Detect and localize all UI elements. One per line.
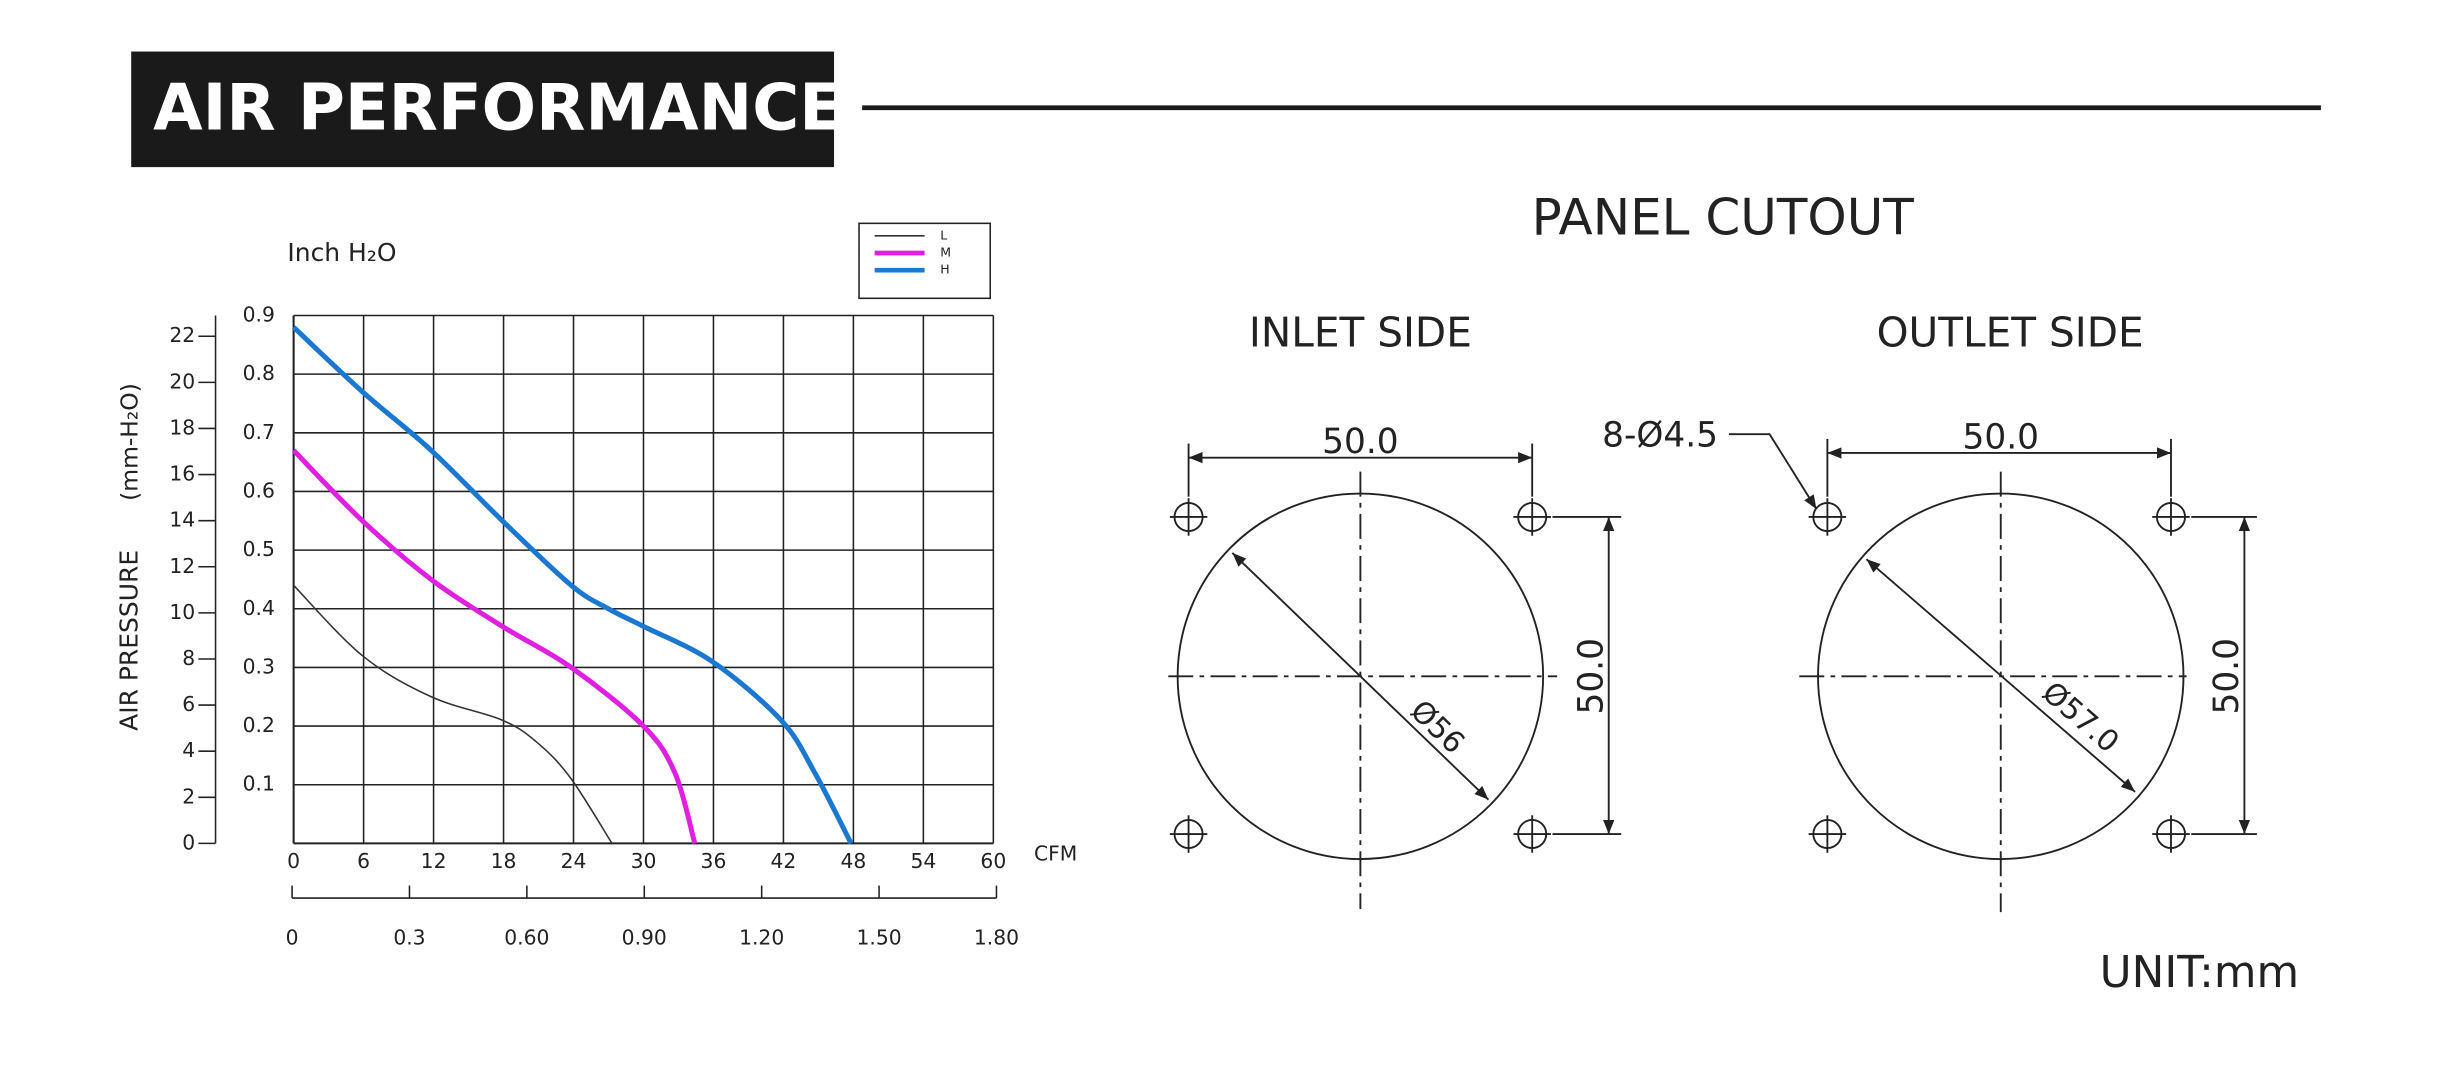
x2-tick-label: 1.50 xyxy=(856,926,901,950)
series-line xyxy=(291,325,854,845)
inlet-height: 50.0 xyxy=(1571,638,1611,715)
inlet-width: 50.0 xyxy=(1322,422,1399,462)
x-tick-label: 30 xyxy=(631,849,657,873)
hole-callout: 8-Ø4.5 xyxy=(1602,416,1718,456)
legend-label: L xyxy=(940,227,947,242)
y2-tick-label: 4 xyxy=(182,738,195,762)
y2-tick-label: 18 xyxy=(169,415,195,439)
legend-label: M xyxy=(940,245,951,260)
x2-tick-label: 1.80 xyxy=(974,926,1019,950)
y-tick-label: 0.2 xyxy=(243,713,275,737)
outlet-width: 50.0 xyxy=(1962,417,2039,457)
y-unit-label: Inch H₂O xyxy=(287,238,396,267)
x-axis-label: CFM xyxy=(1034,842,1077,866)
x-tick-label: 12 xyxy=(421,849,447,873)
inlet-title: INLET SIDE xyxy=(1249,309,1472,357)
y2-tick-label: 12 xyxy=(169,554,195,578)
y-tick-label: 0.1 xyxy=(243,772,275,796)
x-tick-label: 36 xyxy=(701,849,727,873)
y2-tick-label: 6 xyxy=(182,692,195,716)
y-tick-label: 0.8 xyxy=(243,361,275,385)
outlet-title: OUTLET SIDE xyxy=(1877,309,2144,357)
y2-tick-label: 8 xyxy=(182,646,195,670)
y2-tick-label: 10 xyxy=(169,600,195,624)
y2-tick-label: 16 xyxy=(169,462,195,486)
x-tick-label: 24 xyxy=(561,849,587,873)
legend-label: H xyxy=(940,262,949,277)
y-tick-label: 0.5 xyxy=(243,537,275,561)
legend-box xyxy=(858,222,992,300)
outlet-height: 50.0 xyxy=(2207,638,2247,715)
y-tick-label: 0.3 xyxy=(243,654,275,678)
y2-tick-label: 14 xyxy=(169,508,195,532)
unit-label: UNIT:mm xyxy=(2100,947,2299,998)
panel-title: PANEL CUTOUT xyxy=(1532,188,1915,246)
x-tick-label: 18 xyxy=(491,849,517,873)
y2-axis-label: (mm-H₂O) xyxy=(115,383,143,501)
y2-tick-label: 20 xyxy=(169,369,195,393)
y-tick-label: 0.6 xyxy=(243,478,275,502)
x-tick-label: 42 xyxy=(771,849,797,873)
x-tick-label: 6 xyxy=(357,849,370,873)
x2-tick-label: 1.20 xyxy=(739,926,784,950)
x2-tick-label: 0 xyxy=(286,926,299,950)
y-axis-label: AIR PRESSURE xyxy=(114,550,143,731)
header-box xyxy=(131,51,835,168)
inlet-drawing xyxy=(1168,443,1622,910)
y2-tick-label: 2 xyxy=(182,784,195,808)
x2-tick-label: 0.60 xyxy=(504,926,549,950)
x-tick-label: 54 xyxy=(910,849,936,873)
x-tick-label: 48 xyxy=(840,849,866,873)
y-tick-label: 0.7 xyxy=(243,420,275,444)
x-tick-label: 60 xyxy=(980,849,1006,873)
y2-tick-label: 22 xyxy=(169,323,195,347)
series-line xyxy=(293,584,613,844)
y-tick-label: 0.4 xyxy=(243,596,275,620)
header-title: AIR PERFORMANCE xyxy=(153,72,843,146)
y2-tick-label: 0 xyxy=(182,830,195,854)
x2-tick-label: 0.3 xyxy=(393,926,425,950)
outlet-drawing xyxy=(1728,433,2257,913)
x2-tick-label: 0.90 xyxy=(622,926,667,950)
series-line xyxy=(291,448,698,845)
y-tick-label: 0.9 xyxy=(243,302,275,326)
x-tick-label: 0 xyxy=(287,849,300,873)
